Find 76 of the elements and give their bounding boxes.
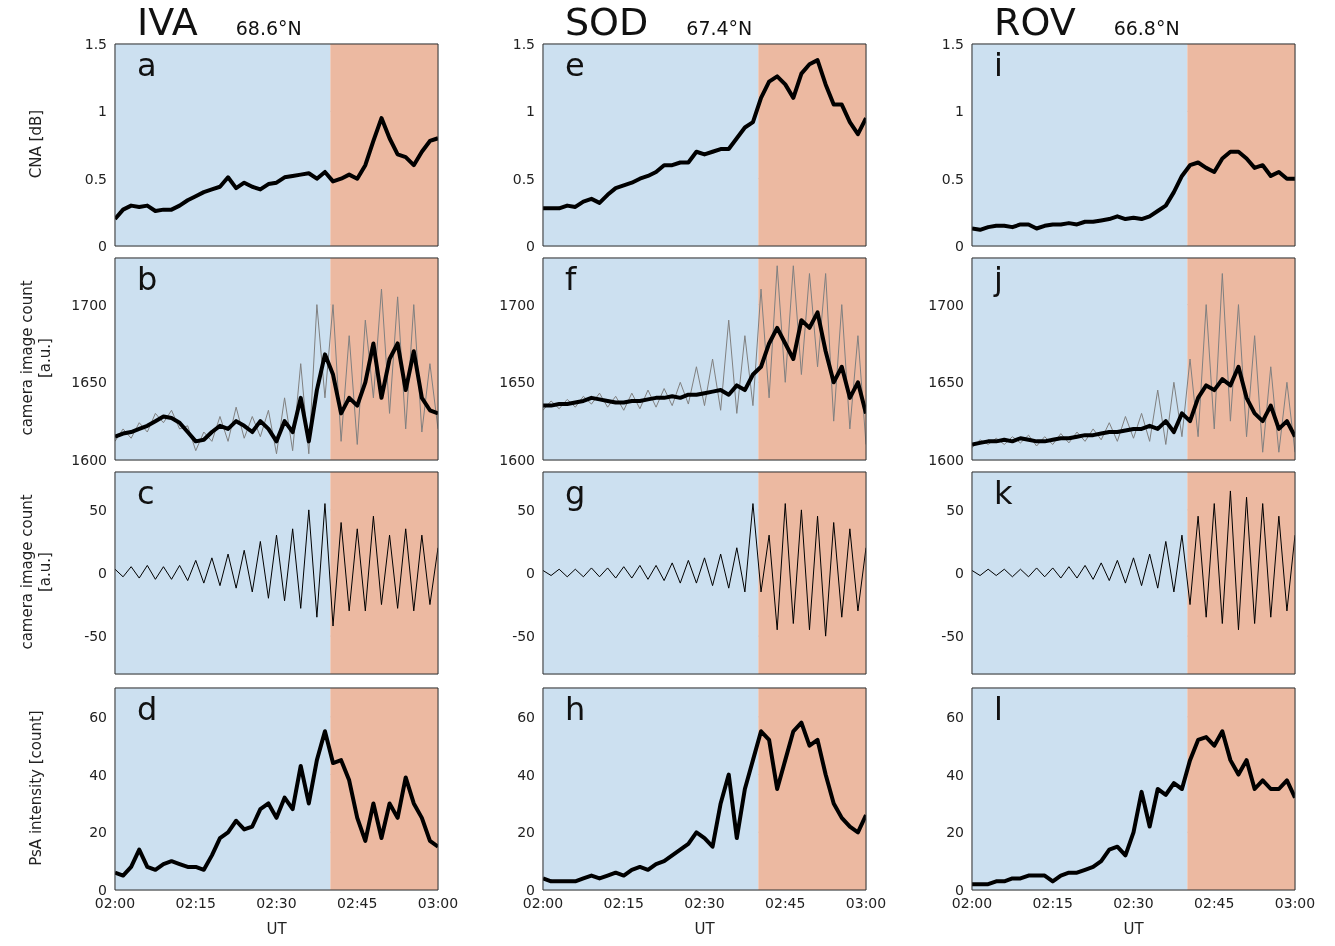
annotation: h: [565, 690, 586, 728]
y-axis-title: camera image count [a.u.]: [18, 279, 54, 438]
y-tick-label: 1700: [71, 296, 107, 313]
y-tick-label: 50: [517, 501, 535, 518]
y-tick-label: 60: [946, 708, 964, 725]
y-tick-label: 0: [955, 564, 964, 581]
annotation: j: [994, 260, 1003, 298]
y-tick-label: 60: [89, 708, 107, 725]
annotation: f: [565, 260, 577, 298]
y-tick-label: 1: [955, 103, 964, 120]
chart-title: IVA: [137, 0, 198, 44]
y-tick-label: 40: [517, 766, 535, 783]
x-tick-label: 02:15: [175, 894, 216, 911]
y-tick-label: -50: [512, 628, 535, 645]
y-tick-label: 1: [526, 103, 535, 120]
y-tick-label: -50: [84, 628, 107, 645]
y-tick-label: 1700: [499, 296, 535, 313]
y-tick-label: 20: [517, 824, 535, 841]
y-tick-label: 60: [517, 708, 535, 725]
y-tick-label: 0: [526, 237, 535, 254]
x-tick-label: 02:15: [603, 894, 644, 911]
annotation: g: [565, 474, 586, 512]
x-axis-title: UT: [694, 920, 716, 938]
y-tick-label: 20: [946, 824, 964, 841]
annotation: d: [137, 690, 158, 728]
annotation: i: [994, 46, 1003, 84]
y-tick-label: -50: [941, 628, 964, 645]
chart-title: SOD: [565, 0, 649, 44]
x-tick-label: 02:30: [256, 894, 297, 911]
annotation: b: [137, 260, 158, 298]
x-tick-label: 02:30: [1113, 894, 1154, 911]
x-tick-label: 02:45: [1194, 894, 1235, 911]
y-tick-label: 0.5: [941, 170, 964, 187]
y-tick-label: 1600: [499, 451, 535, 468]
y-tick-label: 40: [89, 766, 107, 783]
x-tick-label: 03:00: [417, 894, 459, 911]
x-tick-label: 02:45: [337, 894, 378, 911]
y-tick-label: 1650: [71, 374, 107, 391]
y-tick-label: 1600: [928, 451, 964, 468]
y-tick-label: 50: [89, 501, 107, 518]
y-tick-label: 1650: [499, 374, 535, 391]
y-tick-label: 50: [946, 501, 964, 518]
y-tick-label: 0: [98, 564, 107, 581]
x-tick-label: 03:00: [1274, 894, 1316, 911]
annotation: e: [565, 46, 585, 84]
y-tick-label: 1.5: [941, 35, 964, 52]
y-tick-label: 1600: [71, 451, 107, 468]
y-tick-label: 20: [89, 824, 107, 841]
y-tick-label: 40: [946, 766, 964, 783]
y-tick-label: 0.5: [84, 170, 107, 187]
y-tick-label: 0.5: [512, 170, 535, 187]
x-tick-label: 02:45: [765, 894, 806, 911]
y-tick-label: 0: [526, 564, 535, 581]
y-tick-label: 1650: [928, 374, 964, 391]
chart-subtitle: 66.8°N: [1113, 17, 1180, 39]
annotation: l: [994, 690, 1003, 728]
x-axis-title: UT: [266, 920, 288, 938]
annotation: a: [137, 46, 157, 84]
y-axis-title: PsA intensity [count]: [27, 709, 45, 868]
y-tick-label: 1.5: [84, 35, 107, 52]
y-tick-label: 1700: [928, 296, 964, 313]
y-tick-label: 0: [955, 237, 964, 254]
y-tick-label: 0: [98, 237, 107, 254]
x-tick-label: 03:00: [845, 894, 887, 911]
chart-subtitle: 67.4°N: [686, 17, 753, 39]
y-tick-label: 1: [98, 103, 107, 120]
annotation: c: [137, 474, 155, 512]
x-tick-label: 02:15: [1032, 894, 1073, 911]
annotation: k: [994, 474, 1013, 512]
chart-subtitle: 68.6°N: [235, 17, 302, 39]
x-axis-title: UT: [1123, 920, 1145, 938]
y-axis-title: CNA [dB]: [27, 108, 45, 181]
y-tick-label: 1.5: [512, 35, 535, 52]
x-tick-label: 02:30: [684, 894, 725, 911]
y-axis-title: camera image count [a.u.]: [18, 493, 54, 652]
chart-title: ROV: [994, 0, 1076, 44]
